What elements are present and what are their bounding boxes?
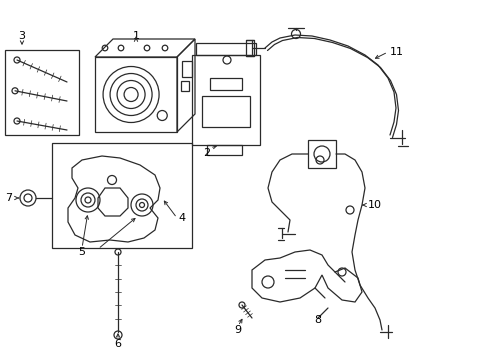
Bar bbox=[245, 40, 253, 56]
Text: 5: 5 bbox=[79, 247, 85, 257]
Bar bbox=[192, 55, 260, 145]
Text: 9: 9 bbox=[234, 325, 241, 335]
Bar bbox=[52, 143, 192, 248]
Bar bbox=[181, 81, 189, 91]
Text: 4: 4 bbox=[178, 213, 185, 223]
Bar bbox=[5, 50, 79, 135]
Text: 10: 10 bbox=[367, 200, 381, 210]
Text: 11: 11 bbox=[389, 47, 403, 57]
Text: 2: 2 bbox=[203, 148, 210, 158]
Text: 6: 6 bbox=[114, 339, 121, 349]
Bar bbox=[95, 57, 177, 132]
Text: 3: 3 bbox=[19, 31, 25, 41]
Text: 7: 7 bbox=[5, 193, 12, 203]
Text: 8: 8 bbox=[314, 315, 321, 325]
Bar bbox=[307, 140, 335, 168]
Bar bbox=[209, 78, 242, 90]
Text: 1: 1 bbox=[132, 31, 139, 41]
Bar bbox=[202, 95, 249, 127]
